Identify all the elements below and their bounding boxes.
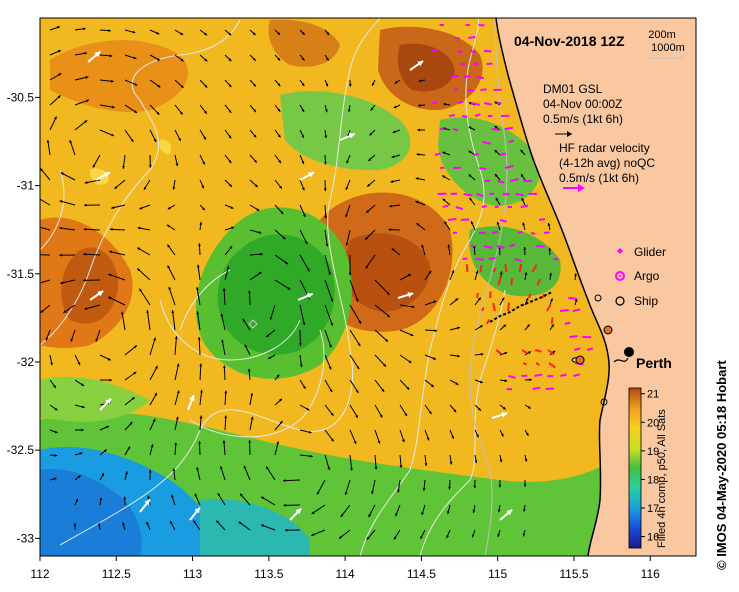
colorbar-tick-label: 16 (647, 532, 659, 544)
glider-legend-label: Glider (634, 245, 666, 259)
bathymetry-contours (40, 18, 506, 556)
colorbar-tick-label: 20 (647, 417, 659, 429)
argo-float-marker (248, 319, 258, 329)
y-tick-label: -31.5 (7, 267, 35, 281)
plot-area (40, 18, 696, 556)
x-axis: 112 112.5 113 113.5 114 114.5 115 115.5 116 (30, 556, 660, 581)
y-tick-label: -33 (17, 531, 35, 545)
y-tick-label: -30.5 (7, 90, 35, 104)
sst-hot-west (61, 247, 119, 324)
x-tick-label: 114 (336, 567, 355, 581)
colorbar-tick-label: 21 (647, 389, 659, 401)
markers-legend: Glider Argo Ship (615, 245, 666, 308)
sst-warm-north2 (268, 19, 340, 67)
shelf-contour (469, 18, 508, 556)
glider-legend-icon (617, 248, 623, 254)
sst-mixed-east (469, 226, 561, 297)
ship-legend-icon (615, 296, 625, 306)
sst-mixed-north (280, 91, 411, 171)
sst-green-west (40, 376, 150, 422)
glider-track (489, 291, 553, 323)
x-tick-label: 115.5 (559, 567, 588, 581)
radar-legend-title: HF radar velocity (559, 141, 650, 155)
plot-frame (39, 17, 697, 557)
x-tick-label: 115 (488, 567, 507, 581)
sst-colder-sw (40, 469, 142, 556)
depth-legend-200: 200m (648, 29, 676, 41)
colorbar: 21 20 19 18 17 16 Filled 4h comp, p50, All Sa… (628, 387, 668, 549)
ship-markers (575, 294, 613, 406)
argo-legend-label: Argo (634, 269, 660, 283)
argo-legend-icon (615, 271, 625, 281)
depth-legend: 200m 1000m (648, 29, 685, 59)
x-tick-label: 113 (183, 567, 202, 581)
x-tick-label: 116 (641, 567, 660, 581)
drift-arrows (87, 50, 513, 521)
x-tick-label: 112 (30, 567, 49, 581)
model-legend-time: 04-Nov 00:00Z (543, 97, 622, 111)
y-tick-label: -32 (17, 355, 35, 369)
x-tick-label: 113.5 (254, 567, 283, 581)
perth-label: Perth (636, 355, 672, 371)
x-tick-label: 114.5 (407, 567, 436, 581)
colorbar-label: Filled 4h comp, p50, All Sats (656, 409, 668, 548)
colorbar-tick-label: 18 (647, 474, 659, 486)
sst-cool-south (200, 499, 310, 556)
map-title: 04-Nov-2018 12Z (514, 33, 625, 49)
radar-legend: HF radar velocity (4-12h avg) noQC 0.5m/… (559, 141, 655, 192)
perth-marker (624, 347, 634, 357)
colorbar-gradient (628, 387, 642, 549)
radar-velocity-arrows (431, 24, 594, 391)
model-legend: DM01 GSL 04-Nov 00:00Z 0.5m/s (1kt 6h) (543, 82, 623, 137)
colorbar-tick-label: 17 (647, 503, 659, 515)
sst-warm-nw (50, 40, 189, 112)
colorbar-tick-label: 19 (647, 446, 659, 458)
sst-hot-north (397, 43, 455, 92)
land-area (496, 18, 696, 556)
swan-river (613, 357, 629, 363)
ship-legend-label: Ship (634, 294, 658, 308)
sst-mixed-ne (438, 117, 541, 206)
model-legend-name: DM01 GSL (543, 82, 603, 96)
radar-legend-scale: 0.5m/s (1kt 6h) (559, 171, 639, 185)
model-legend-scale: 0.5m/s (1kt 6h) (543, 112, 623, 126)
credit-text: © IMOS 04-May-2020 05:18 Hobart (714, 360, 729, 570)
coastline (495, 18, 610, 556)
y-tick-label: -31 (17, 179, 35, 193)
radar-legend-avg: (4-12h avg) noQC (559, 156, 655, 170)
depth-legend-1000: 1000m (651, 42, 685, 54)
y-axis: -30.5 -31 -31.5 -32 -32.5 -33 (7, 90, 40, 545)
y-tick-label: -32.5 (7, 443, 35, 457)
x-tick-label: 112.5 (102, 567, 131, 581)
